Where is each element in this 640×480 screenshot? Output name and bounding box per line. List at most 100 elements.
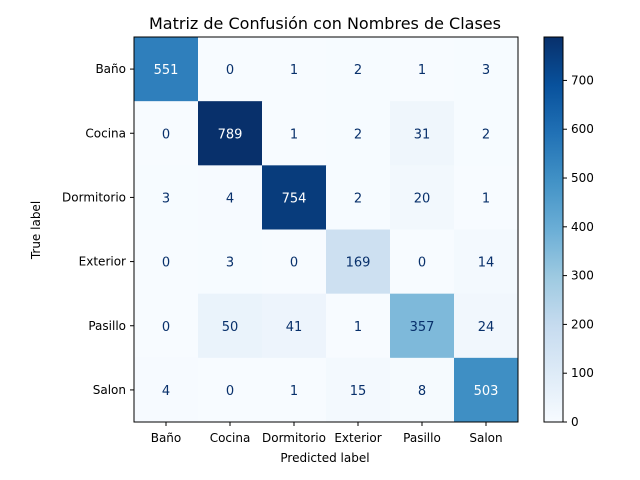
heatmap-cells: 551 0 1 2 1 3 0 789 1 2 31 2 3 4 754 2 20 1 0 3 0 169 0 14 0 50 41… [134, 37, 519, 423]
cell-value-label: 24 [478, 320, 495, 335]
heatmap-cell [454, 37, 519, 102]
x-axis-label: Predicted label [280, 451, 369, 465]
heatmap-cell [198, 101, 263, 166]
cell-value-label: 789 [218, 127, 243, 142]
heatmap-cell [390, 165, 455, 230]
heatmap-cell [454, 101, 519, 166]
heatmap-cell [326, 229, 391, 295]
chart-title: Matriz de Confusión con Nombres de Clase… [149, 14, 501, 33]
heatmap-cell [454, 357, 519, 423]
heatmap-cell [198, 229, 263, 295]
cell-value-label: 2 [354, 63, 362, 78]
cell-value-label: 0 [162, 256, 170, 271]
heatmap-cell [134, 293, 199, 359]
heatmap-cell [262, 293, 327, 359]
heatmap-cell [198, 37, 263, 102]
heatmap-cell [390, 101, 455, 166]
cell-value-label: 357 [410, 320, 435, 335]
plot-frame [133, 36, 519, 423]
cell-value-label: 3 [482, 63, 490, 78]
colorbar-tick-label: 100 [571, 366, 594, 380]
heatmap-cell [134, 37, 199, 102]
heatmap-cell [262, 229, 327, 295]
y-tick-label: Pasillo [88, 319, 126, 333]
heatmap-cell [198, 165, 263, 230]
x-axis-ticks: Baño Cocina Dormitorio Exterior Pasillo Salon [151, 422, 503, 445]
cell-value-label: 2 [482, 127, 490, 142]
cell-value-label: 0 [226, 384, 234, 399]
cell-value-label: 0 [290, 256, 298, 271]
heatmap-cell [134, 357, 199, 423]
heatmap-cell [454, 165, 519, 230]
heatmap-cell [390, 357, 455, 423]
cell-value-label: 1 [354, 320, 362, 335]
cell-value-label: 14 [478, 256, 495, 271]
x-tick-label: Dormitorio [262, 431, 326, 445]
cell-value-label: 0 [162, 127, 170, 142]
cell-value-label: 0 [226, 63, 234, 78]
heatmap-cell [262, 165, 327, 230]
colorbar-tick-label: 400 [571, 220, 594, 234]
y-tick-label: Cocina [85, 126, 126, 140]
colorbar [543, 36, 564, 423]
heatmap-cell [326, 37, 391, 102]
cell-value-label: 4 [226, 191, 234, 206]
cell-value-label: 2 [354, 191, 362, 206]
cell-value-label: 551 [154, 63, 179, 78]
colorbar-tick-label: 0 [571, 415, 579, 429]
cell-value-label: 0 [162, 320, 170, 335]
heatmap-cell [198, 293, 263, 359]
heatmap-cell [262, 37, 327, 102]
y-tick-label: Salon [93, 383, 126, 397]
y-axis-ticks: Baño Cocina Dormitorio Exterior Pasillo Salon [62, 62, 134, 397]
cell-value-label: 1 [290, 127, 298, 142]
heatmap-cell [326, 165, 391, 230]
y-tick-label: Baño [95, 62, 126, 76]
heatmap-cell [198, 357, 263, 423]
heatmap-cell [134, 229, 199, 295]
cell-value-label: 1 [290, 384, 298, 399]
y-tick-label: Exterior [79, 255, 126, 269]
cell-value-label: 3 [162, 191, 170, 206]
cell-value-label: 41 [286, 320, 303, 335]
x-tick-label: Exterior [334, 431, 381, 445]
heatmap-cell [454, 229, 519, 295]
heatmap-cell [326, 293, 391, 359]
cell-value-label: 3 [226, 256, 234, 271]
colorbar-tick-label: 700 [571, 73, 594, 87]
cell-value-label: 0 [418, 256, 426, 271]
colorbar-tick-label: 500 [571, 171, 594, 185]
cell-value-label: 20 [414, 191, 431, 206]
cell-value-label: 1 [418, 63, 426, 78]
y-axis-label: True label [29, 201, 43, 260]
heatmap-cell [390, 293, 455, 359]
x-tick-label: Baño [151, 431, 182, 445]
heatmap-cell [134, 165, 199, 230]
heatmap-cell [390, 37, 455, 102]
x-tick-label: Pasillo [403, 431, 441, 445]
heatmap-cell [326, 101, 391, 166]
cell-value-label: 1 [482, 191, 490, 206]
heatmap-cell [134, 101, 199, 166]
cell-value-label: 2 [354, 127, 362, 142]
heatmap-cell [454, 293, 519, 359]
cell-value-label: 31 [414, 127, 431, 142]
heatmap-cell [326, 357, 391, 423]
colorbar-tick-label: 300 [571, 269, 594, 283]
cell-value-label: 754 [282, 191, 307, 206]
cell-value-label: 50 [222, 320, 239, 335]
x-tick-label: Salon [469, 431, 502, 445]
cell-value-label: 1 [290, 63, 298, 78]
cell-value-label: 169 [346, 256, 371, 271]
x-tick-label: Cocina [210, 431, 251, 445]
cell-value-label: 15 [350, 384, 367, 399]
colorbar-ticks: 0 100 200 300 400 500 600 700 [563, 73, 594, 429]
cell-value-label: 503 [474, 384, 499, 399]
cell-value-label: 8 [418, 384, 426, 399]
colorbar-tick-label: 600 [571, 122, 594, 136]
heatmap-cell [262, 101, 327, 166]
y-tick-label: Dormitorio [62, 190, 126, 204]
colorbar-tick-label: 200 [571, 317, 594, 331]
heatmap-cell [390, 229, 455, 295]
